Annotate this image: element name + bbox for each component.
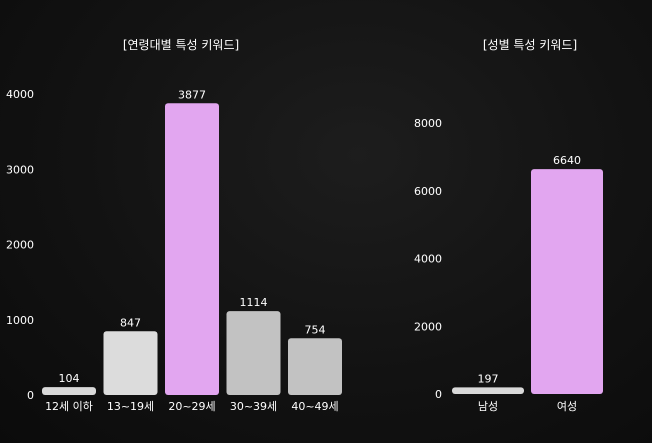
age-keyword-chart: [연령대별 특성 키워드] 0 1000 2000 3000 4000 104 12세 이하…	[6, 38, 342, 413]
age-bar-value-label: 847	[120, 316, 141, 329]
gender-y-tick-label: 6000	[414, 185, 442, 198]
age-category-label: 20~29세	[168, 400, 215, 413]
gender-y-tick-label: 4000	[414, 253, 442, 266]
gender-keyword-chart: [성별 특성 키워드] 0 2000 4000 6000 8000 197 남성 6640 여성	[414, 38, 603, 413]
gender-category-label: 여성	[557, 400, 577, 413]
age-bar	[288, 338, 342, 395]
age-y-tick-label: 1000	[6, 314, 34, 327]
age-category-label: 30~39세	[230, 400, 277, 413]
gender-bar-value-label: 197	[478, 372, 499, 385]
age-category-label: 40~49세	[291, 400, 338, 413]
gender-category-label: 남성	[478, 400, 498, 413]
gender-y-tick-label: 0	[435, 388, 442, 401]
gender-chart-title: [성별 특성 키워드]	[483, 38, 577, 52]
age-y-tick-label: 3000	[6, 163, 34, 176]
age-bar	[42, 387, 96, 395]
gender-y-tick-label: 8000	[414, 117, 442, 130]
age-y-tick-label: 0	[27, 389, 34, 402]
age-chart-title: [연령대별 특성 키워드]	[123, 38, 239, 52]
gender-bar-value-label: 6640	[553, 154, 581, 167]
age-bar-value-label: 754	[305, 323, 326, 336]
age-y-tick-label: 2000	[6, 239, 34, 252]
age-bar-value-label: 1114	[240, 296, 268, 309]
age-y-tick-label: 4000	[6, 88, 34, 101]
age-bar-value-label: 3877	[178, 88, 206, 101]
gender-y-tick-label: 2000	[414, 320, 442, 333]
age-category-label: 12세 이하	[45, 399, 93, 413]
age-bar	[226, 311, 281, 395]
age-bar-value-label: 104	[59, 372, 80, 385]
gender-bar	[531, 169, 603, 394]
age-bar	[165, 103, 219, 396]
gender-bar	[452, 387, 524, 394]
age-bar	[103, 331, 158, 395]
age-category-label: 13~19세	[107, 400, 154, 413]
